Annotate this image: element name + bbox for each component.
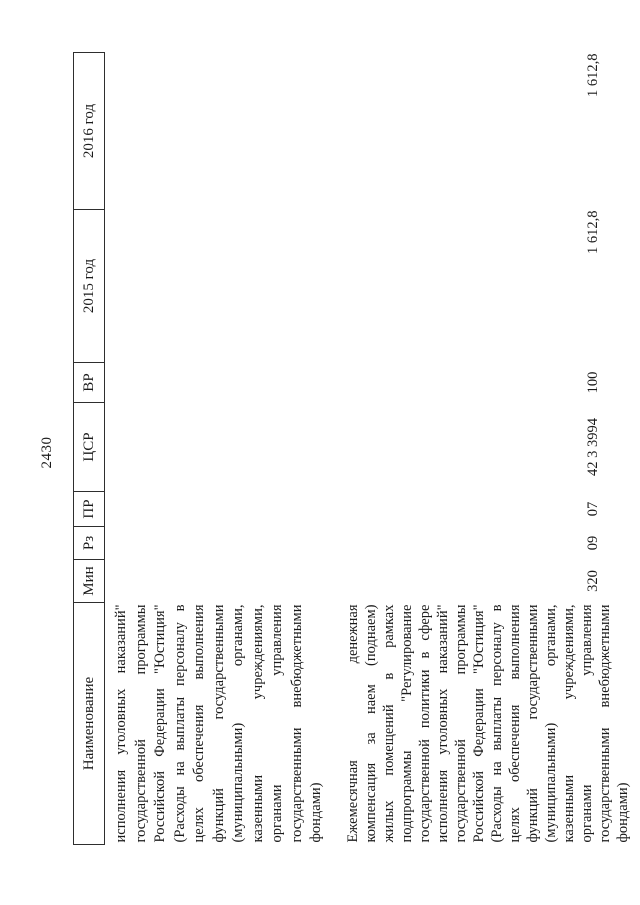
name-paragraph: исполнения уголовных наказаний" государст…	[112, 605, 327, 843]
csr-cell	[105, 403, 332, 492]
text-line: жилых помещений в рамках	[380, 604, 397, 843]
pr-cell: 07	[584, 501, 601, 517]
header-cell-name: Наименование	[73, 602, 105, 845]
amount-2015-cell	[105, 210, 332, 363]
text-line: исполнения уголовных наказаний"	[113, 604, 129, 843]
text-line: Ежемесячная денежная	[344, 604, 361, 843]
text-line: государственной программы	[132, 604, 149, 843]
vr-cell: 100	[584, 371, 601, 394]
min-cell	[105, 560, 332, 603]
text-line: казенными учреждениями,	[249, 604, 266, 843]
name-cell: исполнения уголовных наказаний" государст…	[105, 603, 332, 845]
text-line: органами управления	[578, 604, 595, 843]
text-line: Российской Федерации "Юстиция"	[470, 604, 487, 843]
text-line: казенными учреждениями,	[560, 604, 577, 843]
amount-2016-cell	[105, 53, 332, 210]
text-line: государственной политики в сфере	[416, 604, 433, 843]
table-row-continued: исполнения уголовных наказаний" государст…	[105, 53, 332, 845]
text-line: (Расходы на выплаты персоналу в	[171, 604, 188, 843]
text-line: целях обеспечения выполнения	[191, 604, 207, 843]
header-cell-csr: ЦСР	[73, 402, 105, 492]
min-cell: 320	[584, 570, 601, 592]
table-row-compensation: Ежемесячная денежная компенсация за наем …	[332, 53, 640, 845]
text-line: исполнения уголовных наказаний"	[434, 604, 451, 843]
rz-cell: 09	[584, 535, 601, 551]
budget-table: Наименование Мин Рз ПР ЦСР ВР 2015 год 2…	[73, 52, 640, 845]
pr-cell	[105, 492, 332, 527]
header-cell-pr: ПР	[73, 491, 105, 527]
csr-cell: 42 3 3994	[584, 418, 601, 476]
amount-2015-cell: 1 612,8	[584, 210, 601, 255]
text-line: фондами)	[614, 782, 631, 843]
header-cell-2015: 2015 год	[73, 209, 105, 363]
name-paragraph: Ежемесячная денежная компенсация за наем …	[344, 605, 632, 843]
name-cell: Ежемесячная денежная компенсация за наем …	[332, 603, 640, 845]
vr-cell	[105, 363, 332, 403]
text-line: функций государственными	[524, 604, 541, 843]
page-number: 2430	[39, 436, 55, 469]
header-cell-min: Мин	[73, 559, 105, 603]
text-line: государственными внебюджетными	[596, 604, 613, 843]
text-line: компенсация за наем (поднаем)	[362, 604, 379, 843]
amount-2016-cell: 1 612,8	[584, 53, 601, 98]
text-line: (муниципальными) органами,	[230, 604, 246, 843]
header-row: Наименование Мин Рз ПР ЦСР ВР 2015 год 2…	[73, 52, 105, 845]
text-line: целях обеспечения выполнения	[506, 604, 523, 843]
rz-cell	[105, 527, 332, 560]
header-cell-2016: 2016 год	[73, 52, 105, 210]
text-line: органами управления	[269, 604, 285, 843]
text-line: Российской Федерации "Юстиция"	[152, 604, 168, 843]
header-cell-rz: Рз	[73, 526, 105, 560]
text-line: (муниципальными) органами,	[542, 604, 559, 843]
text-line: фондами)	[308, 782, 324, 843]
text-line: государственными внебюджетными	[288, 604, 305, 843]
text-line: государственной программы	[452, 604, 469, 843]
header-cell-vr: ВР	[73, 362, 105, 403]
text-line: (Расходы на выплаты персоналу в	[488, 604, 505, 843]
text-line: подпрограммы "Регулирование	[398, 604, 415, 843]
text-line: функций государственными	[210, 604, 227, 843]
